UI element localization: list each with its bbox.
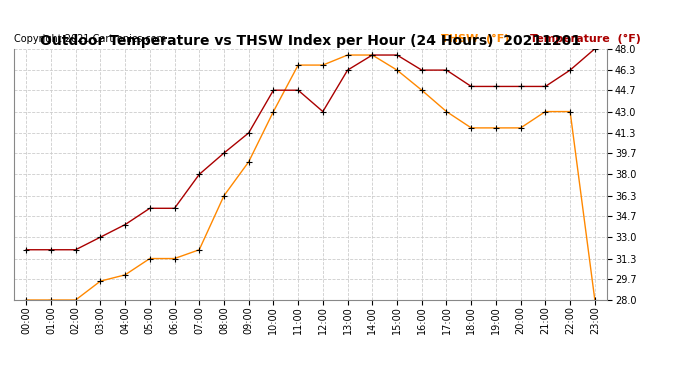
Text: Copyright 2021 Cartronics.com: Copyright 2021 Cartronics.com bbox=[14, 34, 166, 44]
Title: Outdoor Temperature vs THSW Index per Hour (24 Hours)  20211201: Outdoor Temperature vs THSW Index per Ho… bbox=[40, 34, 581, 48]
Text: THSW  (°F): THSW (°F) bbox=[441, 34, 509, 44]
Text: Temperature  (°F): Temperature (°F) bbox=[530, 34, 641, 44]
